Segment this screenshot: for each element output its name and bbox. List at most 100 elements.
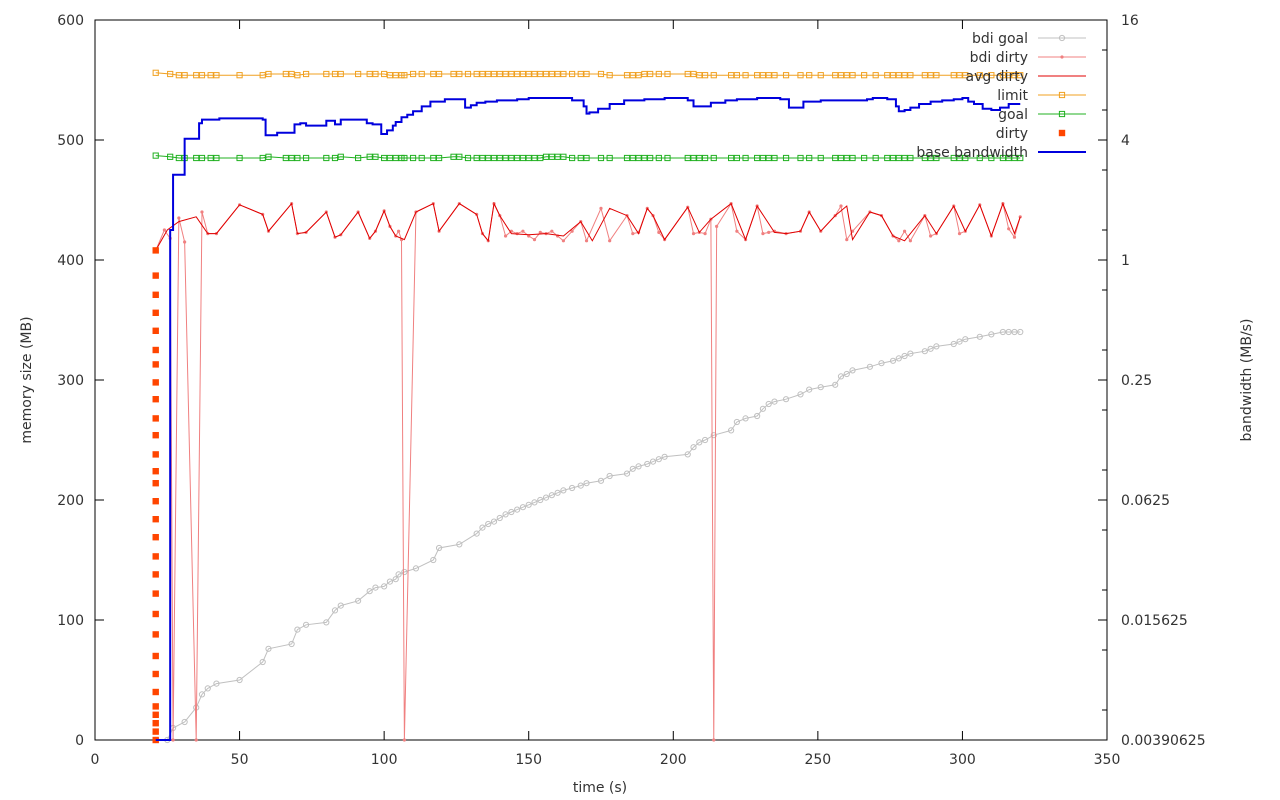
data-point-bdi-goal (701, 436, 709, 444)
data-point-dirty (152, 272, 159, 279)
data-point-bdi-goal (412, 565, 420, 572)
data-point-bdi-goal (392, 576, 399, 583)
data-point-bdi-goal (889, 357, 897, 364)
data-point-limit (832, 72, 839, 79)
data-point-bdi-goal (430, 556, 437, 564)
data-point-bdi-goal (728, 427, 735, 434)
data-point-bdi-dirty (839, 204, 843, 208)
data-point-limit (560, 70, 567, 78)
data-point-goal (837, 154, 845, 162)
data-point-goal (152, 152, 159, 159)
series-line-avg-dirty (155, 201, 1021, 251)
data-point-bdi-dirty (761, 232, 765, 236)
data-point-bdi-dirty (767, 230, 771, 234)
data-point-goal (302, 154, 310, 162)
data-point-goal (548, 153, 555, 160)
series-avg-dirty (155, 201, 1021, 251)
legend-label-bdi-dirty: bdi dirty (970, 50, 1028, 66)
data-point-limit (623, 72, 631, 79)
data-point-bdi-goal (866, 363, 874, 370)
data-point-bdi-goal (456, 541, 463, 548)
data-point-bdi-dirty (929, 234, 933, 238)
data-point-limit (962, 72, 969, 79)
data-point-goal (213, 154, 220, 162)
data-point-goal (542, 153, 550, 160)
data-point-goal (331, 154, 339, 162)
data-point-limit (664, 70, 671, 78)
data-point-limit (464, 70, 472, 78)
data-point-limit (861, 72, 868, 79)
data-point-dirty (152, 247, 159, 254)
data-point-goal (999, 154, 1007, 162)
data-point-goal (921, 154, 928, 162)
data-point-dirty (152, 396, 159, 403)
data-point-bdi-goal (288, 640, 295, 648)
data-point-bdi-goal (479, 524, 486, 531)
data-point-goal (450, 153, 457, 160)
data-point-bdi-goal (849, 367, 856, 374)
data-point-limit (282, 70, 289, 78)
data-point-goal (568, 154, 576, 162)
data-point-limit (456, 70, 463, 78)
data-point-limit (167, 70, 174, 78)
data-point-bdi-goal (710, 432, 717, 439)
data-point-limit (710, 72, 717, 79)
data-point-goal (832, 154, 839, 162)
legend-marker-goal (1058, 110, 1066, 118)
data-point-limit (988, 72, 995, 79)
data-point-limit (782, 72, 790, 79)
data-point-limit (797, 72, 804, 79)
data-point-goal (843, 154, 850, 162)
data-point-goal (355, 154, 362, 162)
data-point-limit (519, 70, 527, 78)
data-point-limit (1011, 72, 1018, 79)
data-point-goal (765, 154, 772, 162)
data-point-goal (479, 154, 486, 162)
x-tick-label: 250 (804, 752, 831, 768)
data-point-goal (962, 154, 969, 162)
data-point-bdi-goal (236, 676, 243, 684)
data-point-goal (514, 154, 521, 162)
series-bdi-goal (152, 328, 1024, 744)
data-point-bdi-dirty (402, 738, 406, 742)
data-point-goal (647, 154, 654, 162)
data-point-limit (450, 70, 457, 78)
data-point-bdi-goal (1011, 328, 1018, 336)
data-point-limit (302, 70, 310, 78)
data-point-limit (355, 70, 362, 78)
data-point-limit (606, 72, 613, 79)
data-point-goal (623, 154, 631, 162)
data-point-bdi-dirty (845, 238, 849, 242)
data-point-dirty (152, 571, 159, 578)
data-point-goal (771, 154, 778, 162)
data-point-bdi-goal (323, 619, 330, 626)
data-point-bdi-goal (988, 331, 995, 338)
data-point-bdi-goal (837, 373, 845, 380)
data-point-limit (884, 72, 891, 79)
data-point-limit (366, 70, 373, 78)
data-point-goal (895, 154, 902, 162)
data-point-bdi-dirty (177, 216, 181, 220)
data-point-limit (381, 70, 388, 78)
data-point-bdi-goal (531, 499, 538, 506)
legend-label-avg-dirty: avg dirty (965, 69, 1028, 85)
data-point-limit (655, 70, 662, 78)
data-point-bdi-goal (754, 412, 761, 420)
data-point-bdi-dirty (1007, 227, 1011, 231)
x-tick-label: 0 (91, 752, 100, 768)
x-axis-ticks: 0 50 100 150 200 250 300 350 (91, 20, 1120, 768)
data-point-limit (933, 72, 940, 79)
data-point-goal (861, 154, 868, 162)
data-point-dirty (152, 703, 159, 710)
data-point-bdi-goal (395, 571, 402, 578)
data-point-goal (701, 154, 709, 162)
legend-label-base-bandwidth: base bandwidth (916, 145, 1028, 161)
data-point-limit (849, 72, 856, 79)
data-point-bdi-goal (655, 456, 662, 463)
data-point-bdi-goal (901, 352, 908, 360)
data-point-bdi-goal (797, 391, 804, 398)
data-point-dirty (152, 534, 159, 541)
legend-label-limit: limit (997, 88, 1028, 104)
series-base-bandwidth (155, 97, 1021, 741)
